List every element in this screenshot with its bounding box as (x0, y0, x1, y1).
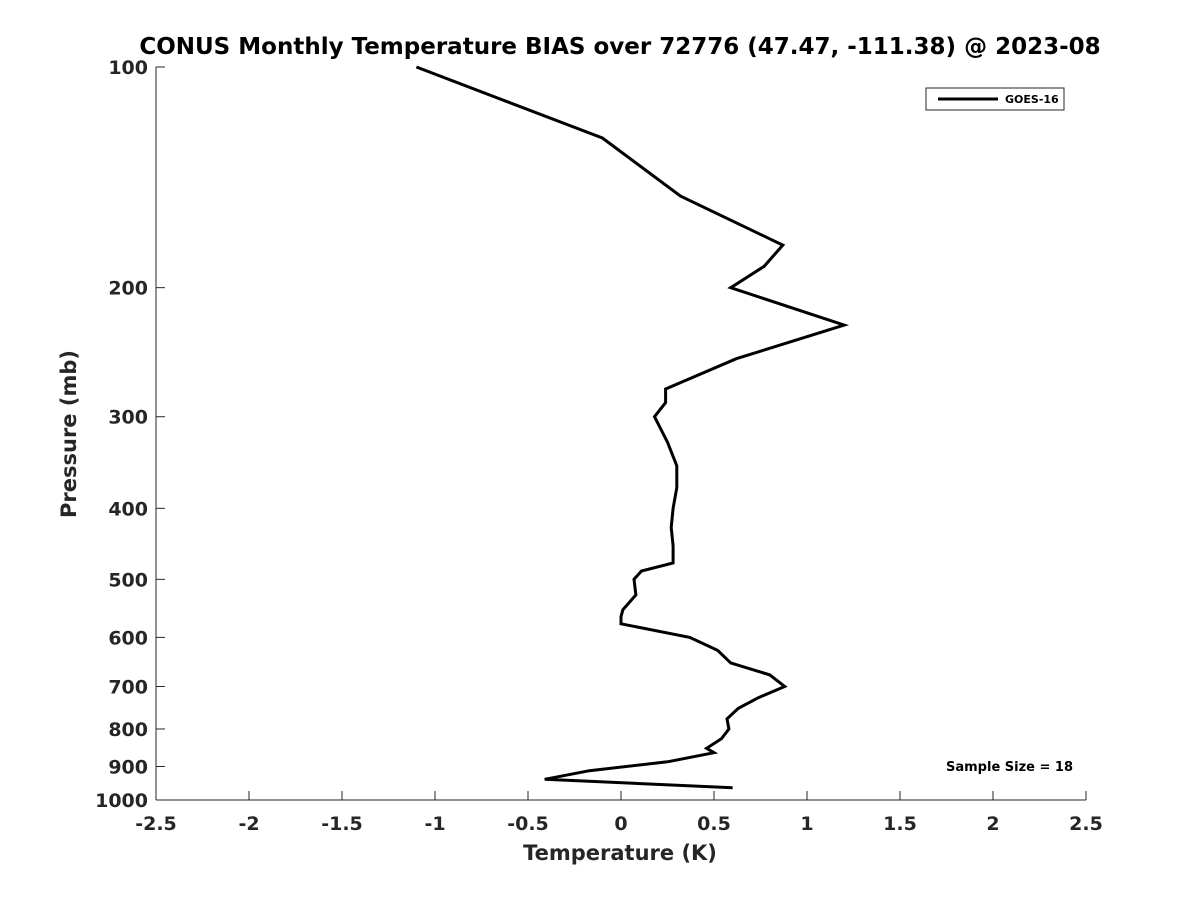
x-tick-label: 0.5 (697, 813, 731, 835)
x-tick-label: 0 (614, 813, 627, 835)
y-tick-label: 600 (108, 627, 148, 649)
x-tick-label: -2.5 (135, 813, 177, 835)
legend: GOES-16 (925, 87, 1065, 111)
x-tick-label: 1 (800, 813, 813, 835)
y-tick-label: 900 (108, 756, 148, 778)
legend-label-goes-16: GOES-16 (1005, 93, 1059, 106)
y-tick-label: 500 (108, 569, 148, 591)
y-tick-label: 700 (108, 676, 148, 698)
x-ticks: -2.5 -2 -1.5 -1 -0.5 0 0.5 1 1.5 2 2.5 (135, 791, 1103, 835)
x-tick-label: -1 (424, 813, 445, 835)
x-tick-label: 1.5 (883, 813, 917, 835)
x-tick-label: 2 (986, 813, 999, 835)
y-axis-label: Pressure (mb) (57, 350, 81, 518)
sample-size-note: Sample Size = 18 (946, 760, 1073, 775)
x-tick-label: -1.5 (321, 813, 363, 835)
y-tick-label: 400 (108, 498, 148, 520)
y-tick-label: 200 (108, 278, 148, 300)
y-tick-label: 800 (108, 719, 148, 741)
y-ticks: 100 200 300 400 500 600 700 800 900 1000 (95, 57, 165, 812)
y-tick-label: 100 (108, 57, 148, 79)
x-tick-label: -2 (238, 813, 259, 835)
chart-title: CONUS Monthly Temperature BIAS over 7277… (139, 34, 1100, 60)
series-line-goes-16 (415, 65, 850, 790)
x-tick-label: 2.5 (1069, 813, 1103, 835)
x-axis-label: Temperature (K) (523, 841, 717, 865)
x-tick-label: -0.5 (507, 813, 549, 835)
series-layer (415, 65, 850, 790)
y-tick-label: 1000 (95, 790, 148, 812)
y-tick-label: 300 (108, 407, 148, 429)
